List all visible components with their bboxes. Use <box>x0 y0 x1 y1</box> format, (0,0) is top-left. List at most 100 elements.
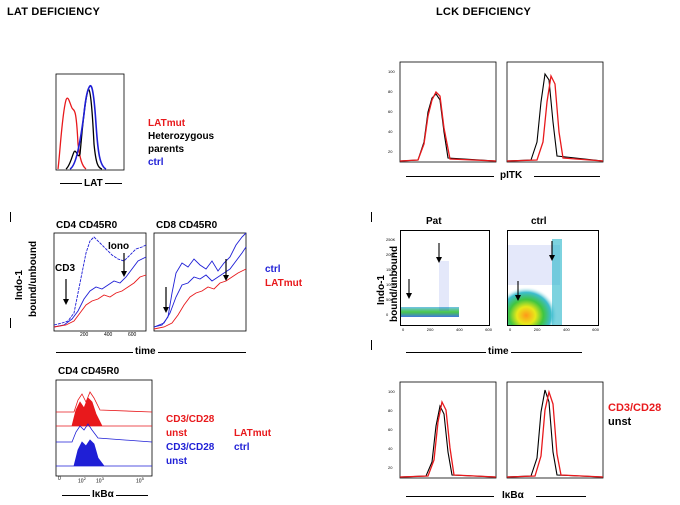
ca1-ctrl-curve <box>53 236 147 326</box>
ca-panel1-title: CD4 CD45R0 <box>56 220 118 231</box>
scatter-xtick: 200 <box>533 327 541 332</box>
scatter-ytick: 150K <box>386 267 396 272</box>
pitk-hist-right <box>506 61 604 163</box>
pitk-left-red <box>399 90 497 162</box>
legend3-blue-stim: CD3/CD28 <box>166 442 215 453</box>
ca2-latmut-curve <box>153 268 247 330</box>
lat-hist-ctrl-curve <box>69 85 107 170</box>
lck-y-marker-top <box>371 212 372 222</box>
ikb-r1-red <box>399 400 497 478</box>
ikb-tick-0: 0 <box>58 476 61 482</box>
ikb-blue-stim <box>56 439 152 467</box>
scatter-pat <box>400 230 490 326</box>
ikb-right-xlabel: IκBα <box>502 490 524 501</box>
lat-deficiency-title: LAT DEFICIENCY <box>7 6 101 18</box>
ikb-red-unst <box>56 391 153 413</box>
legend2-latmut: LATmut <box>265 278 303 289</box>
ca-ylabel-indo: Indo-1 <box>14 270 25 300</box>
scatter-ctrl <box>507 230 599 326</box>
ikb-r2-red <box>506 389 604 478</box>
ikb-r2-black <box>506 389 604 478</box>
ikb-stack-plot <box>55 379 153 477</box>
pitk-xlabel: pITK <box>500 170 523 181</box>
legend3-red-stim: CD3/CD28 <box>166 414 215 425</box>
scatter-ctrl-svg <box>508 239 562 325</box>
ca-tick-600: 600 <box>128 332 137 338</box>
lck-deficiency-title: LCK DEFICIENCY <box>436 6 532 18</box>
legend2-ctrl: ctrl <box>265 264 281 275</box>
ikb-stack-svg <box>55 379 153 477</box>
legend-ctrl: ctrl <box>148 157 164 168</box>
ikb-tick-10-3: 103 <box>96 476 104 485</box>
ikb-ytick: 100 <box>388 389 395 394</box>
ikb-xlabel: IκBα <box>90 489 116 500</box>
pitk-hist-left <box>399 61 497 163</box>
ikb-ytick: 20 <box>388 465 393 470</box>
ca2-ctrl-curve <box>153 232 247 328</box>
ikb-title: CD4 CD45R0 <box>58 366 120 377</box>
scatter-xtick: 0 <box>402 327 405 332</box>
legend3-latmut: LATmut <box>234 428 272 439</box>
ca-ylabel-bound: bound/unbound <box>28 240 39 317</box>
cd3-label: CD3 <box>55 263 76 274</box>
ca-tick-200: 200 <box>80 332 89 338</box>
scatter-ctrl-label: ctrl <box>531 216 547 227</box>
scatter-ytick: 0 <box>386 312 389 317</box>
scatter-yticks: 250K 200K 150K 100K 50K 0 <box>386 232 400 322</box>
scatter-ytick: 200K <box>386 252 396 257</box>
ca-panel1 <box>53 232 147 332</box>
pitk-ytick: 60 <box>388 109 393 114</box>
pitk-hist-left-svg <box>399 61 497 163</box>
legend3-red-unst: unst <box>166 428 188 439</box>
lck-y-marker-bottom <box>371 340 372 350</box>
legend3-blue-unst: unst <box>166 456 188 467</box>
pitk-ytick: 80 <box>388 89 393 94</box>
ca1-latmut-curve <box>53 274 147 328</box>
iono-label: Iono <box>108 241 130 252</box>
ikb-tick-10-2: 102 <box>78 476 86 485</box>
ca-panel1-plot <box>53 232 147 332</box>
ikb-ytick: 60 <box>388 427 393 432</box>
ikb-tick-10-5: 105 <box>136 476 144 485</box>
pitk-yticks-left: 100 80 60 40 20 <box>388 62 400 162</box>
pitk-ytick: 100 <box>388 69 395 74</box>
ikb-blue-unst <box>56 423 153 443</box>
scatter-xtick: 0 <box>509 327 512 332</box>
legend3-ctrl: ctrl <box>234 442 250 453</box>
legend-right-stim: CD3/CD28 <box>608 402 662 414</box>
scatter-ytick: 50K <box>386 297 394 302</box>
ikb-r1-black <box>399 404 497 478</box>
ca-panel2-plot <box>153 232 247 332</box>
scatter-xtick: 400 <box>563 327 570 332</box>
ikb-right-line-left <box>406 496 494 497</box>
ikb-right-line-right <box>536 496 586 497</box>
y-axis-marker-top <box>10 212 11 222</box>
scatter-xtick: 200 <box>426 327 434 332</box>
pitk-right-red <box>506 73 604 162</box>
pitk-right-black <box>506 72 604 162</box>
lat-histogram-xlabel: LAT <box>82 178 105 189</box>
scatter-xtick: 600 <box>592 327 599 332</box>
scatter-xticks-pat: 0 200 400 600 <box>402 327 492 332</box>
scatter-ytick: 100K <box>386 282 396 287</box>
ca-panel2 <box>153 232 247 332</box>
scatter-xtick: 400 <box>456 327 463 332</box>
ikb-hist-right-1 <box>399 381 497 479</box>
ikb-yticks-right: 100 80 60 40 20 <box>388 382 400 477</box>
ikb-hist-right-2-svg <box>506 381 604 479</box>
scatter-pat-label: Pat <box>426 216 442 227</box>
ikb-ytick: 40 <box>388 446 393 451</box>
ikb-ytick: 80 <box>388 408 393 413</box>
ca1-ctrl-curve2 <box>53 256 147 328</box>
ikb-red-stim <box>56 397 152 427</box>
scatter-pat-svg <box>401 243 459 317</box>
time-label-right: time <box>486 346 511 357</box>
ca-tick-400: 400 <box>104 332 113 338</box>
legend-right-unst: unst <box>608 416 632 428</box>
pitk-line-right <box>534 176 600 177</box>
y-axis-marker-bottom <box>10 318 11 328</box>
ca2-ctrl-curve2 <box>153 246 247 328</box>
legend-latmut: LATmut <box>148 118 186 129</box>
lat-histogram-plot <box>55 73 125 171</box>
pitk-line-left <box>406 176 494 177</box>
